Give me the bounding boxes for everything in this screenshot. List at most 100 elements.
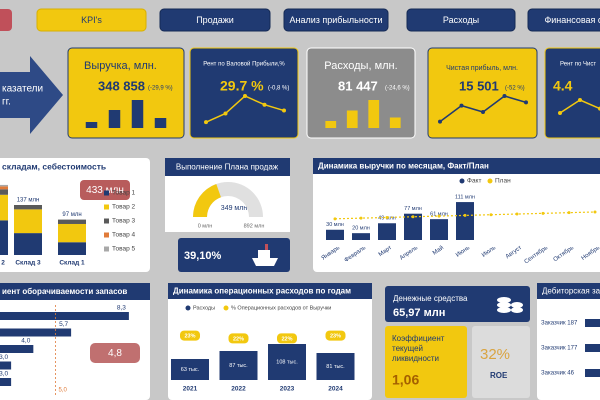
legend-swatch [104,246,109,252]
legend-label: План [495,178,511,185]
stacked-bar [14,205,42,210]
kpi-value: 15 501 [459,78,499,93]
spark-bar [131,100,144,128]
stacked-bar [0,184,8,187]
value-label: 20 млн [352,226,370,232]
stacked-bar [14,209,42,234]
value-label: 5,7 [59,321,68,328]
spark-bar [325,121,337,128]
spark-point [438,119,442,124]
plan-point [567,211,571,215]
spark-point [262,102,267,107]
nav-button[interactable] [36,8,147,32]
liquidity-title: текущей [392,344,423,353]
banner-text: гг. [2,97,11,108]
kpi-change: (-24,6 %) [385,86,410,92]
kpi-title: Рент по Чист [560,62,596,68]
kpi-card [189,47,299,139]
hbar [585,344,600,352]
liquidity-title: ликвидности [392,354,439,363]
nav-button[interactable] [283,8,389,32]
cash-box [385,286,530,322]
spark-point [502,94,507,98]
plan-point [463,213,467,217]
category-label: Заказчик 177 [541,346,578,352]
roe-value: 32% [480,346,510,363]
panel-title: Динамика выручки по месяцам, Факт/План [318,162,489,171]
year-label: 2021 [183,386,198,393]
nav-label[interactable]: Финансовая отч [544,15,600,25]
value-label: 87 тыс. [229,363,248,369]
plan-point [333,217,337,221]
roe-box [472,326,530,398]
panel-title: Выполнение Плана продаж [176,163,279,172]
panel-title: иент оборачиваемости запасов [2,287,127,296]
panel-title: складам, себестоимость [2,161,106,171]
hbar [0,328,72,337]
legend-swatch [104,218,109,224]
nav-button-partial[interactable] [0,9,12,31]
nav-button[interactable] [527,8,600,32]
bar [430,219,448,240]
kpi-value: 4.4 [553,78,573,94]
plan-point [515,212,519,216]
stacked-bar [0,194,8,221]
spark-point [558,111,562,115]
spark-point [204,120,208,125]
spark-bar [389,117,401,128]
nav-label[interactable]: Анализ прибыльности [290,15,383,25]
kpi-card [544,47,600,139]
gauge-max: 892 млн [244,223,265,229]
kpi-title: Расходы, млн. [324,60,397,72]
plan-point [593,210,597,214]
stacked-bar [14,233,42,255]
percent-value: 39,10% [184,250,222,262]
kpi-value: 29.7 % [220,78,264,94]
percent-label: 23% [330,334,341,340]
nav-label[interactable]: Продажи [196,15,234,25]
gauge-value: 349 млн [221,205,248,212]
bar [268,344,306,380]
ship-icon [252,244,278,266]
badge [80,180,130,200]
kpi-change: (-0,8 %) [268,86,289,92]
banner-text: казатели [2,84,43,95]
bar [404,213,422,240]
plan-point [437,214,441,218]
kpi-title: Рент по Валовой Прибыли,% [203,61,285,68]
legend-swatch [104,232,109,238]
year-label: 2023 [280,386,295,393]
value-label: 108 тыс. [276,359,298,365]
nav-label[interactable]: Расходы [443,15,479,25]
value-label: 3,0 [0,371,8,378]
spark-point [282,108,286,113]
panel-header [537,283,600,299]
hbar [0,312,129,320]
panel [168,283,372,400]
kpi-change: (-29,9 %) [148,86,173,92]
plan-point [359,216,363,220]
bar [316,353,355,380]
spark-point [223,111,228,116]
legend-label: % Операционных расходов от Выручки [231,305,331,311]
spark-bar [108,110,121,128]
gauge-min: 0 млн [198,223,213,229]
panel-header [165,158,290,176]
hbar [585,319,600,327]
kpi-card [306,47,416,139]
hbar [0,345,34,353]
percent-badge [180,330,200,341]
stacked-bar [0,186,8,190]
panel [537,283,600,400]
value-label: 30 млн [326,222,344,228]
nav-label[interactable]: KPI's [81,15,102,25]
liquidity-value: 1,06 [392,372,419,388]
hbar [585,369,600,377]
nav-button[interactable] [159,8,271,32]
roe-label: ROE [490,371,508,380]
legend-label: Товар 4 [112,232,135,239]
nav-button[interactable] [406,8,516,32]
cash-title: Денежные средства [393,294,468,303]
spark-point [243,94,247,98]
value-label: 8,3 [117,305,126,312]
